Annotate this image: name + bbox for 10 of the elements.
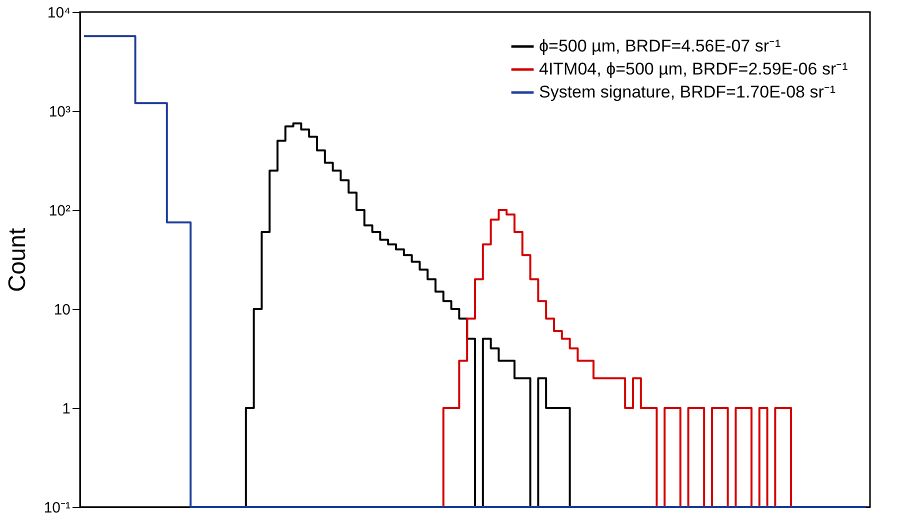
y-tick-label: 10 [54,302,70,318]
legend-label: 4ITM04, ϕ=500 µm, BRDF=2.59E-06 sr⁻¹ [539,60,848,78]
y-tick-label: 10⁴ [47,4,70,22]
legend-label: System signature, BRDF=1.70E-08 sr⁻¹ [539,82,836,102]
y-tick-label: 1 [62,400,70,418]
y-tick-label: 10⁻¹ [44,500,70,516]
y-tick-label: 10³ [48,104,70,120]
y-axis-title: Count [4,228,31,292]
y-tick-label: 10² [48,202,70,220]
legend-label: ϕ=500 µm, BRDF=4.56E-07 sr⁻¹ [539,36,782,56]
